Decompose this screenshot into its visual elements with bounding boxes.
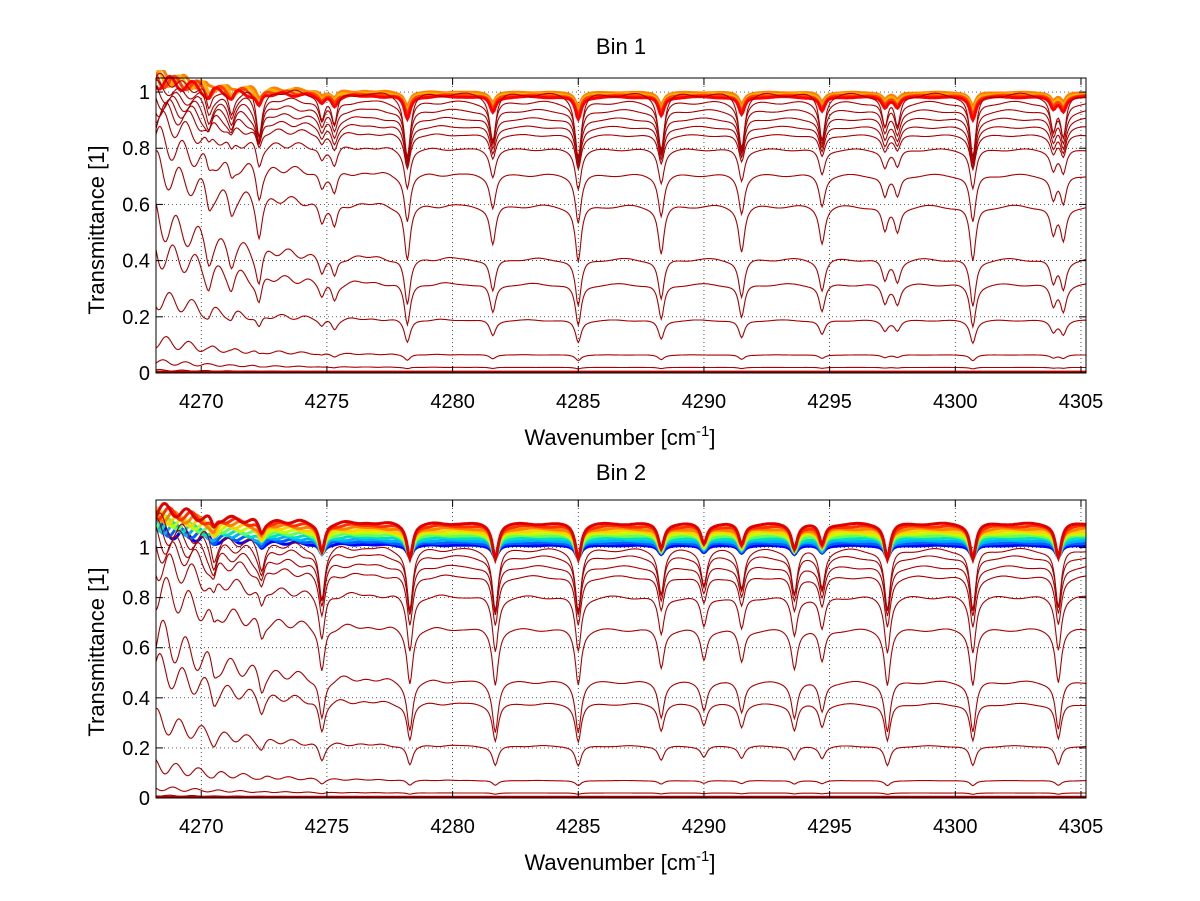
panel-bin-2: Bin 2 Transmittance [1] Wavenumber [cm-1… — [84, 460, 1103, 875]
panel-1-series-0-9 — [156, 202, 1086, 307]
panel-1-xtick-label-4: 4290 — [682, 391, 727, 413]
panel-2-xlabel-exp: -1 — [696, 848, 709, 865]
panel-bin-1: Bin 1 Transmittance [1] Wavenumber [cm-1… — [84, 34, 1103, 450]
panel-2-xtick-label-3: 4285 — [556, 816, 601, 838]
panel-2-series-0-10 — [156, 786, 1086, 795]
panel-2-plot-area — [156, 501, 1086, 798]
panel-2-band-series-7 — [156, 509, 1086, 564]
panel-2-title: Bin 2 — [596, 460, 646, 485]
panel-1-series-0-13 — [156, 359, 1086, 370]
panel-1-ytick-label-4: 0.8 — [122, 138, 150, 160]
panel-1-xtick-label-6: 4300 — [933, 391, 978, 413]
panel-1-ytick-label-0: 0 — [139, 363, 150, 385]
panel-2-series-0-3 — [156, 541, 1086, 628]
panel-1-series-0-6 — [156, 110, 1086, 192]
panel-1-series-0-10 — [156, 244, 1086, 330]
panel-1-ylabel: Transmittance [1] — [84, 145, 109, 314]
panel-1-series-0-4 — [156, 98, 1086, 170]
panel-1-axes-box — [155, 77, 1087, 374]
panel-1-band-series-3 — [156, 74, 1086, 124]
panel-1-title: Bin 1 — [596, 34, 646, 59]
panel-2-xtick-label-4: 4290 — [682, 816, 727, 838]
panel-2-xtick-label-7: 4305 — [1059, 816, 1104, 838]
panel-1-series-0-5 — [156, 101, 1086, 172]
panel-1-series-0-0 — [156, 72, 1086, 166]
panel-1-xtick-label-3: 4285 — [556, 391, 601, 413]
panel-2-ytick-label-3: 0.6 — [122, 638, 150, 660]
panel-1-xtick-label-0: 4270 — [179, 391, 224, 413]
panel-2-ytick-label-4: 0.8 — [122, 588, 150, 610]
panel-1-xlabel-close: ] — [709, 425, 715, 450]
panel-2-series-0-2 — [156, 526, 1086, 617]
panel-1-xlabel-exp: -1 — [696, 423, 709, 440]
panel-2-band-series-0 — [156, 522, 1086, 561]
panel-2-ytick-label-0: 0 — [139, 788, 150, 810]
panel-2-series-0-5 — [156, 576, 1086, 686]
panel-1-xtick-label-1: 4275 — [305, 391, 350, 413]
panel-1-xtick-label-2: 4280 — [430, 391, 475, 413]
panel-2-xtick-label-2: 4280 — [430, 816, 475, 838]
panel-2-axes-box — [155, 499, 1087, 799]
panel-2-xlabel: Wavenumber [cm-1] — [524, 848, 715, 875]
panel-2-band-series-4 — [156, 514, 1086, 563]
panel-2-xtick-label-0: 4270 — [179, 816, 224, 838]
panel-1-plot-area — [156, 70, 1086, 373]
panel-1-xlabel: Wavenumber [cm-1] — [524, 423, 715, 450]
panel-1-series-0-1 — [156, 79, 1086, 159]
panel-2-xtick-label-6: 4300 — [933, 816, 978, 838]
panel-2-series-0-8 — [156, 707, 1086, 768]
panel-1-xlabel-text: Wavenumber [cm — [524, 425, 696, 450]
panel-2-series-0-0 — [156, 512, 1086, 614]
panel-2-series-0-6 — [156, 619, 1086, 734]
panel-1-ytick-label-2: 0.4 — [122, 251, 150, 273]
panel-2-ylabel: Transmittance [1] — [84, 567, 109, 736]
panel-2-series-0-9 — [156, 759, 1086, 787]
panel-1-xtick-label-7: 4305 — [1059, 391, 1104, 413]
panel-2-band-series-6 — [156, 506, 1086, 563]
panel-1-series-0-11 — [156, 292, 1086, 345]
panel-1-band-series-2 — [156, 73, 1086, 119]
panel-2-series-0-7 — [156, 652, 1086, 745]
panel-2-ticks: 4270 4275 4280 4285 4290 4295 4300 4305 0 0.2 0.4 0… — [122, 500, 1103, 838]
panel-2-series-0-1 — [156, 517, 1086, 612]
panel-1-series-0-3 — [156, 95, 1086, 165]
panel-1-ticks: 4270 4275 4280 4285 4290 4295 4300 4305 0 0.2 0.4 0… — [122, 78, 1103, 413]
panel-1-series-0-12 — [156, 336, 1086, 362]
panel-1-ytick-label-3: 0.6 — [122, 194, 150, 216]
panel-2-series-0-4 — [156, 553, 1086, 654]
panel-1-xtick-label-5: 4295 — [807, 391, 852, 413]
panel-1-ytick-label-5: 1 — [139, 82, 150, 104]
panel-1-ytick-label-1: 0.2 — [122, 307, 150, 329]
panel-2-xlabel-text: Wavenumber [cm — [524, 850, 696, 875]
panel-2-band-series-5 — [156, 510, 1086, 563]
panel-2-xtick-label-1: 4275 — [305, 816, 350, 838]
panel-2-xtick-label-5: 4295 — [807, 816, 852, 838]
panel-2-ytick-label-2: 0.4 — [122, 688, 150, 710]
panel-2-band-series-9 — [156, 501, 1086, 565]
panel-2-ytick-label-1: 0.2 — [122, 738, 150, 760]
panel-1-series-0-7 — [156, 125, 1086, 224]
panel-1-series-0-2 — [156, 85, 1086, 161]
panel-2-band-series-2 — [156, 520, 1086, 561]
panel-2-ytick-label-5: 1 — [139, 538, 150, 560]
panel-1-series-0-8 — [156, 150, 1086, 263]
panel-2-xlabel-close: ] — [709, 850, 715, 875]
panel-2-band-series-1 — [156, 518, 1086, 561]
